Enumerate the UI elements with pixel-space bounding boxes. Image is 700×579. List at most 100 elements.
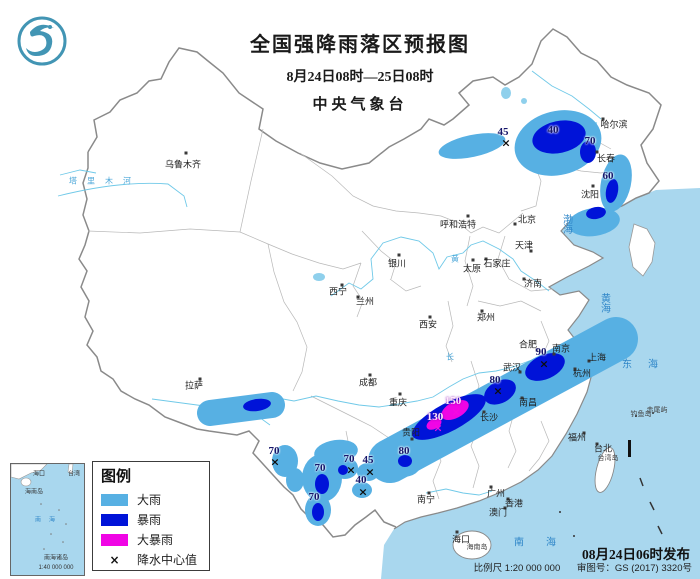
inset-label: 南海 [34,517,64,524]
city-dot [356,295,360,299]
city-dot [520,396,524,400]
city-label: 沈阳 [580,189,600,200]
city-label: 海口 [451,534,471,545]
city-label: 贵阳 [401,427,421,438]
rain-center-x-marker: × [270,455,280,469]
hainan-island [452,530,492,560]
city-dot [428,315,432,319]
city-label: 拉萨 [184,380,204,391]
rain-center-value: 70 [308,491,320,503]
heavy-rain-swatch [101,493,128,506]
rain-center-value: 130 [426,411,444,423]
rain-center-x-marker: × [451,405,461,419]
rain-center-value: 70 [584,135,596,147]
inset-map [11,464,74,550]
legend: 图例 大雨 暴雨 大暴雨 × 降水中心值 [92,461,210,571]
city-label: 上海 [587,352,607,363]
page-title: 全国强降雨落区预报图 [250,34,470,56]
x-marker-icon: × [109,552,120,567]
rainstorm-swatch [101,513,128,526]
city-dot [482,410,486,414]
city-dot [455,530,459,534]
city-dot [427,491,431,495]
rain-center-value: 150 [444,395,462,407]
city-dot [529,249,533,253]
heavy-rainstorm-swatch [101,533,128,546]
legend-item-rainstorm: 暴雨 [101,513,209,527]
city-label: 武汉 [502,362,522,373]
rain-center-value: 90 [535,346,547,358]
river-label: 塔里木河 [69,176,141,186]
city-label: 北京 [517,214,537,225]
city-dot [595,442,599,446]
issued-time: 08月24日06时发布 [582,547,690,562]
city-label: 台北 [593,443,613,454]
city-dot [591,184,595,188]
rain-center-value: 80 [489,374,501,386]
city-label: 兰州 [355,296,375,307]
rain-center-value: 40 [547,124,559,136]
city-dot [340,283,344,287]
city-label: 南宁 [416,494,436,505]
city-label: 乌鲁木齐 [164,159,202,170]
rain-center-x-marker: × [358,485,368,499]
agency-name: 中央气象台 [312,97,408,113]
legend-item-heavy-rain: 大雨 [101,493,209,507]
rain-center-x-marker: × [493,384,503,398]
island-label: 赤尾屿 [646,407,668,414]
city-dot [368,373,372,377]
inset-label: 1:40 000 000 [38,565,74,571]
south-china-sea-inset: 海口 台湾 海南岛 南海 南海诸岛 1:40 000 000 [10,463,85,576]
city-dot [573,367,577,371]
sea-area [381,188,700,579]
city-label: 澳门 [488,507,508,518]
island-label: 钓鱼岛 [630,411,652,418]
city-label: 广州 [486,488,506,499]
city-label: 西安 [418,319,438,330]
scale-text: 比例尺 1:20 000 000 [473,563,561,574]
rain-center-value: 60 [602,170,614,182]
city-label: 南昌 [518,397,538,408]
rain-center-x-marker: × [433,421,443,435]
city-label: 长沙 [479,412,499,423]
city-label: 太原 [462,263,482,274]
sea-label: 南海 [514,537,578,549]
city-label: 济南 [523,278,543,289]
rain-center-x-marker: × [501,136,511,150]
rain-center-value: 70 [268,445,280,457]
rain-center-x-marker: × [539,357,549,371]
rain-center-value: 80 [398,445,410,457]
map-scale-note: 比例尺 1:20 000 000 审图号：GS (2017) 3320号 [474,560,692,574]
legend-label: 暴雨 [137,513,162,527]
sea-boundary-dashes [639,477,663,535]
city-dot [471,258,475,262]
taiwan-island [594,447,616,493]
city-label: 哈尔滨 [600,119,628,130]
legend-label: 大暴雨 [137,533,174,547]
city-label: 天津 [514,240,534,251]
city-dot [601,117,605,121]
city-label: 呼和浩特 [439,219,477,230]
sea-label: 渤海 [560,214,572,234]
city-dot [484,257,488,261]
rain-center-x-marker: × [346,463,356,477]
island-label: 海南岛 [466,544,488,551]
city-dot [535,348,539,352]
river-label: 黄 [451,254,459,264]
korea-peninsula [628,223,656,277]
city-label: 南京 [551,343,571,354]
map-header: 全国强降雨落区预报图 8月24日08时—25日08时 中央气象台 [200,28,520,114]
city-dot [513,222,517,226]
city-dot [398,392,402,396]
rain-center-value: 45 [362,454,374,466]
legend-title: 图例 [101,469,132,485]
city-label: 合肥 [518,339,538,350]
city-dot [489,485,493,489]
rain-center-value: 40 [355,474,367,486]
island-label: 台湾岛 [597,455,619,462]
inset-label: 海口 [32,471,46,478]
boundary-bar [628,440,631,457]
legend-label: 大雨 [137,493,162,507]
